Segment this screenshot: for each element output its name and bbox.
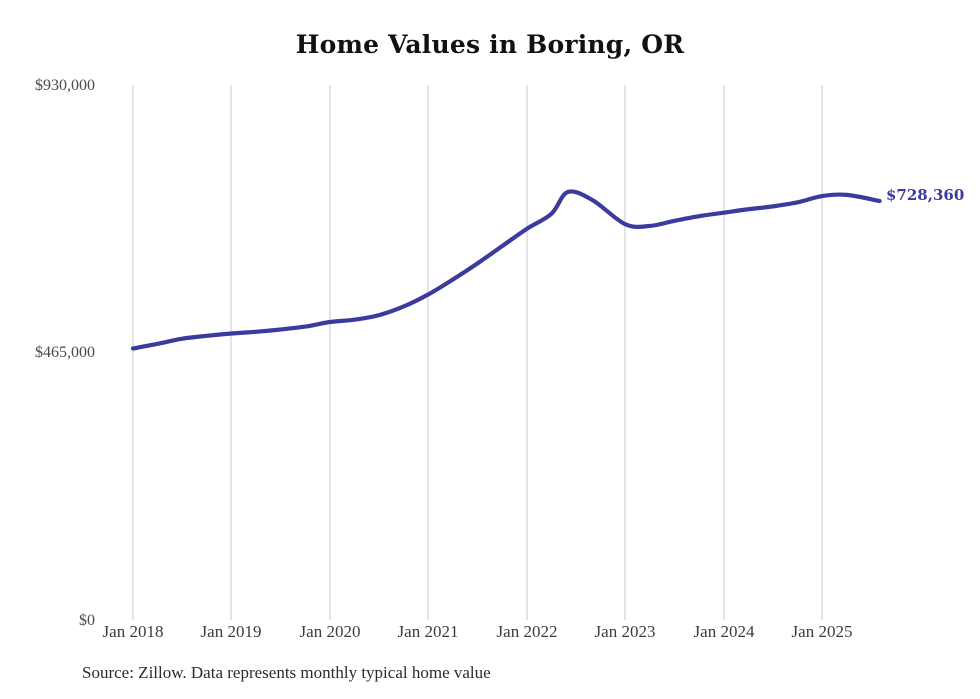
home-value-line [130, 189, 882, 351]
x-axis-label-jan-2021: Jan 2021 [397, 622, 459, 641]
x-axis-label-jan-2025: Jan 2025 [791, 622, 853, 641]
x-axis-label-jan-2020: Jan 2020 [299, 622, 361, 641]
y-axis-label-mid: $465,000 [35, 344, 95, 361]
x-axis-label-jan-2022: Jan 2022 [496, 622, 558, 641]
y-axis-label-top: $930,000 [35, 77, 95, 94]
x-axis-label-jan-2019: Jan 2019 [200, 622, 262, 641]
x-axis-label-jan-2023: Jan 2023 [594, 622, 656, 641]
end-value-annotation: $728,360 [886, 186, 965, 204]
chart-title: Home Values in Boring, OR [295, 30, 685, 59]
x-axis-label-jan-2018: Jan 2018 [102, 622, 164, 641]
y-axis-label-zero: $0 [79, 612, 95, 629]
source-note: Source: Zillow. Data represents monthly … [82, 663, 491, 682]
gridlines [132, 85, 823, 620]
x-axis-label-jan-2024: Jan 2024 [693, 622, 755, 641]
